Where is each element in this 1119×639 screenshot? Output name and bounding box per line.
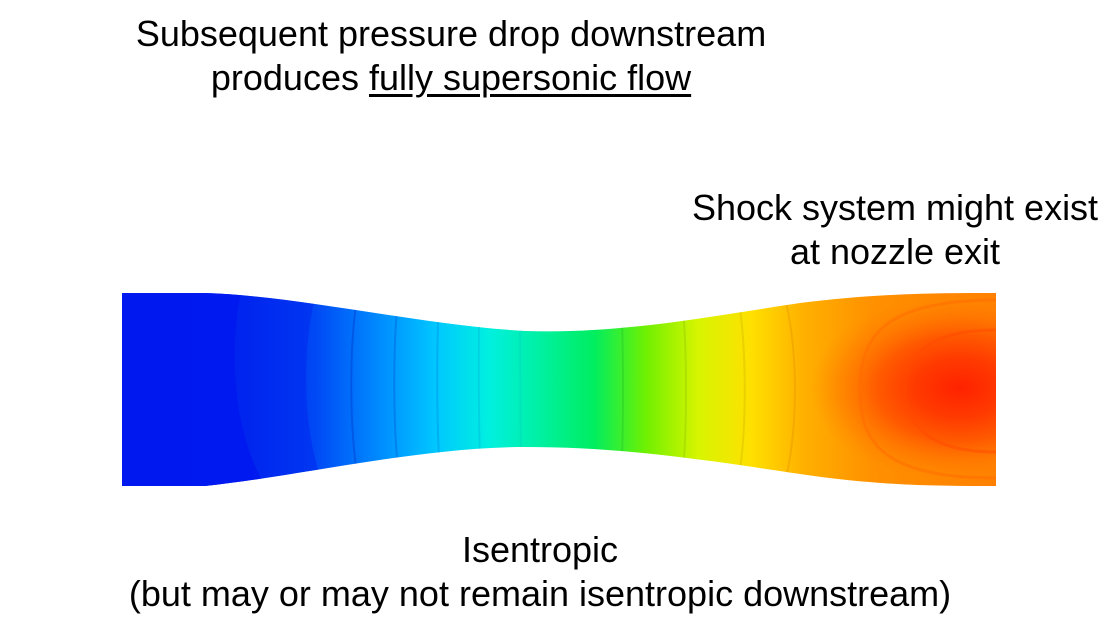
shock-annotation-line-2: at nozzle exit	[789, 231, 1001, 272]
title-line-1: Subsequent pressure drop downstream	[135, 13, 767, 54]
isentropic-annotation-line-1: Isentropic	[461, 529, 619, 570]
title-emphasis: fully supersonic flow	[368, 57, 692, 98]
title-line-2-prefix: produces	[210, 57, 369, 98]
contour-line	[858, 298, 996, 480]
title-caption: Subsequent pressure drop downstream prod…	[0, 12, 902, 100]
contour-band	[122, 293, 275, 486]
contour-line	[903, 328, 996, 454]
shock-annotation: Shock system might exist at nozzle exit	[630, 186, 1119, 274]
contour-band	[234, 293, 330, 486]
title-line-2: produces fully supersonic flow	[0, 56, 902, 100]
isentropic-annotation: Isentropic (but may or may not remain is…	[40, 528, 1040, 616]
exit-core-region	[780, 293, 996, 486]
isentropic-annotation-line-2: (but may or may not remain isentropic do…	[128, 573, 952, 614]
shock-annotation-line-1: Shock system might exist	[691, 187, 1099, 228]
